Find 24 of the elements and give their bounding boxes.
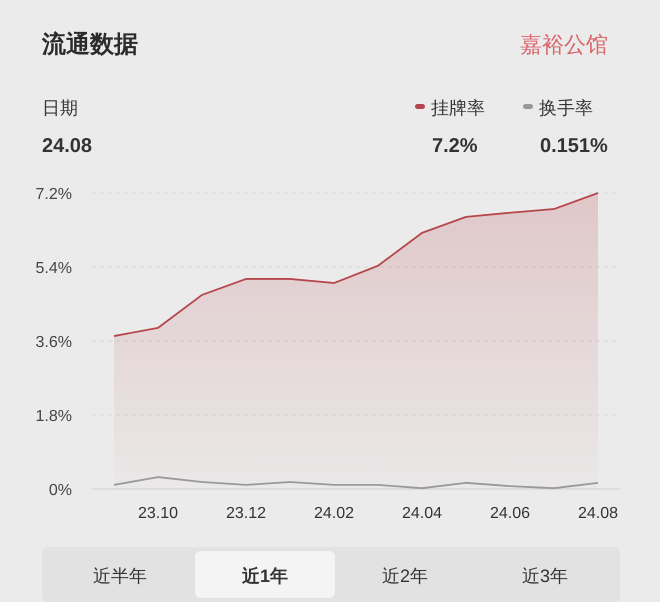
y-tick-label: 3.6% — [36, 334, 72, 351]
y-tick-label: 1.8% — [36, 408, 72, 425]
x-tick-label: 24.08 — [578, 505, 618, 522]
x-tick-label: 23.10 — [138, 505, 178, 522]
x-tick-label: 24.04 — [402, 505, 442, 522]
text: 近1年 — [240, 566, 288, 586]
legend-label: 挂牌率 — [431, 98, 485, 118]
y-tick-label: 7.2% — [36, 186, 72, 203]
text: 日期 — [42, 98, 78, 118]
x-tick-label: 24.02 — [314, 505, 354, 522]
legend-label: 换手率 — [539, 98, 593, 118]
text: 近3年 — [522, 566, 568, 586]
x-tick-label: 23.12 — [226, 505, 266, 522]
chart-title: 流通数据 — [41, 31, 138, 58]
text: 7.2% — [432, 135, 478, 157]
x-tick-label: 24.06 — [490, 505, 530, 522]
text: 24.08 — [42, 135, 92, 157]
y-tick-label: 0% — [48, 482, 72, 499]
chart-subtitle: 嘉裕公馆 — [520, 32, 608, 57]
text: 近半年 — [93, 566, 147, 586]
line-series — [113, 476, 599, 490]
text: 0.151% — [540, 135, 608, 157]
y-tick-label: 5.4% — [36, 260, 72, 277]
text: 近2年 — [382, 566, 428, 586]
